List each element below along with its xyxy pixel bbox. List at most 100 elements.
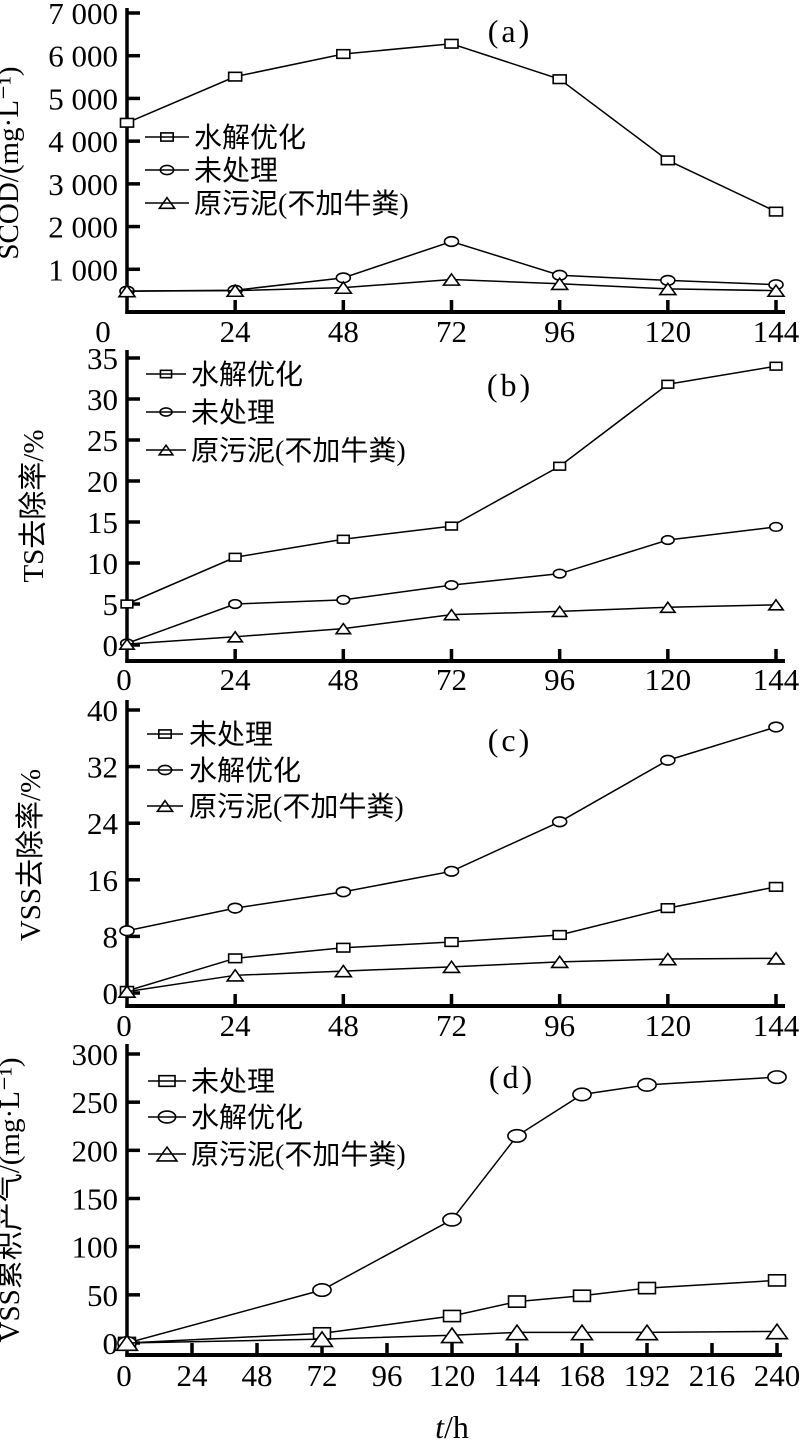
triangle-marker [226, 630, 244, 643]
series-triangle [115, 1322, 789, 1352]
y-tick-label: 30 [87, 382, 118, 417]
square-marker [228, 552, 242, 562]
y-tick-label: 1 000 [48, 252, 118, 287]
legend-item: 未处理 [146, 397, 275, 429]
y-axis-title: VSS去除率/% [14, 769, 47, 941]
legend-label: 未处理 [191, 1066, 275, 1098]
legend-item: 原污泥(不加牛粪) [148, 1139, 406, 1171]
x-tick-label: 0 [116, 662, 132, 697]
circle-marker [660, 534, 675, 546]
circle-marker [444, 580, 459, 591]
triangle-marker [118, 637, 136, 651]
y-tick-label: 10 [87, 546, 118, 581]
square-marker [336, 48, 351, 60]
x-tick-label: 144 [753, 314, 800, 349]
y-tick-label: 7 000 [48, 0, 118, 31]
circle-marker [312, 1282, 332, 1298]
circle-marker [335, 886, 352, 898]
triangle-marker [659, 600, 677, 614]
x-tick-label: 120 [645, 1008, 692, 1043]
y-tick-label: 5 [103, 587, 119, 622]
legend-item: 水解优化 [145, 122, 306, 154]
triangle-marker [550, 276, 570, 291]
x-axis-title-separator: / [444, 1409, 453, 1445]
series-square [119, 38, 784, 217]
legend-item: 水解优化 [147, 755, 301, 787]
circle-marker [767, 1070, 787, 1085]
y-tick-label: 3 000 [48, 167, 118, 202]
square-marker [769, 361, 783, 371]
panel-c: 0 24 48 72 96 120 144 0 8 16 24 32 40 VSS去除率/% (c) 未处理水… [14, 693, 800, 1043]
x-axis-title-variable: t [435, 1409, 445, 1445]
x-axis-title: t/h [435, 1409, 469, 1445]
legend-label: 水解优化 [191, 1102, 303, 1134]
circle-marker [443, 235, 460, 248]
square-marker [572, 1289, 592, 1303]
circle-marker [159, 407, 173, 417]
y-tick-label: 40 [87, 693, 118, 728]
legend-item: 水解优化 [146, 359, 303, 391]
series-triangle [117, 951, 786, 998]
circle-marker [768, 521, 784, 533]
y-tick-label: 300 [72, 1037, 119, 1072]
square-marker [768, 881, 784, 892]
square-marker [227, 71, 243, 82]
circle-marker [159, 164, 175, 176]
legend-label: 未处理 [189, 719, 273, 751]
x-tick-label: 192 [624, 1358, 671, 1393]
square-marker [444, 38, 459, 49]
x-tick-label: 0 [116, 1008, 132, 1043]
square-marker [552, 929, 567, 941]
legend-label: 原污泥(不加牛粪) [191, 435, 406, 467]
series-square [120, 361, 783, 609]
square-marker [507, 1295, 527, 1308]
circle-marker [637, 1077, 657, 1092]
x-tick-label: 0 [95, 314, 111, 349]
y-axis-title: VSS累积产气/(mg·L⁻¹) [0, 1057, 26, 1342]
square-marker [120, 599, 134, 609]
circle-marker [442, 1212, 462, 1227]
square-marker [442, 1309, 462, 1323]
circle-marker [157, 764, 173, 776]
square-marker [660, 155, 676, 166]
circle-marker [336, 594, 351, 606]
x-tick-label: 168 [559, 1358, 606, 1393]
square-marker [768, 206, 784, 217]
square-marker [336, 942, 351, 953]
triangle-marker [310, 1330, 334, 1348]
series-circle [119, 721, 784, 937]
x-tick-label: 0 [116, 1358, 132, 1393]
panel-a: 0 24 48 72 96 120 144 1 000 2 000 3 000 4 000 5 000… [0, 0, 800, 349]
y-tick-label: 50 [87, 1278, 118, 1313]
x-tick-label: 72 [436, 314, 467, 349]
square-marker [444, 936, 459, 948]
circle-marker [768, 721, 784, 733]
circle-marker [443, 865, 460, 877]
panel-label: (c) [488, 722, 533, 758]
triangle-marker [635, 1323, 659, 1341]
x-tick-label: 72 [436, 662, 467, 697]
y-tick-label: 5 000 [48, 81, 118, 116]
circle-marker [551, 816, 568, 828]
legend-label: 未处理 [191, 397, 275, 429]
series-circle [119, 235, 784, 297]
triangle-marker [442, 608, 461, 621]
legend-label: 未处理 [194, 155, 278, 187]
triangle-marker [155, 1145, 179, 1162]
y-tick-label: 6 000 [48, 39, 118, 74]
x-tick-label: 120 [429, 1358, 476, 1393]
legend-label: 水解优化 [189, 755, 301, 787]
square-marker [552, 74, 567, 85]
triangle-marker [333, 964, 353, 978]
square-marker [119, 117, 135, 128]
square-marker [660, 902, 676, 914]
square-marker [160, 132, 174, 142]
legend-item: 原污泥(不加牛粪) [147, 791, 404, 823]
circle-marker [507, 1128, 527, 1143]
x-tick-label: 96 [544, 662, 575, 697]
x-tick-label: 144 [753, 1008, 800, 1043]
triangle-marker [157, 443, 175, 456]
